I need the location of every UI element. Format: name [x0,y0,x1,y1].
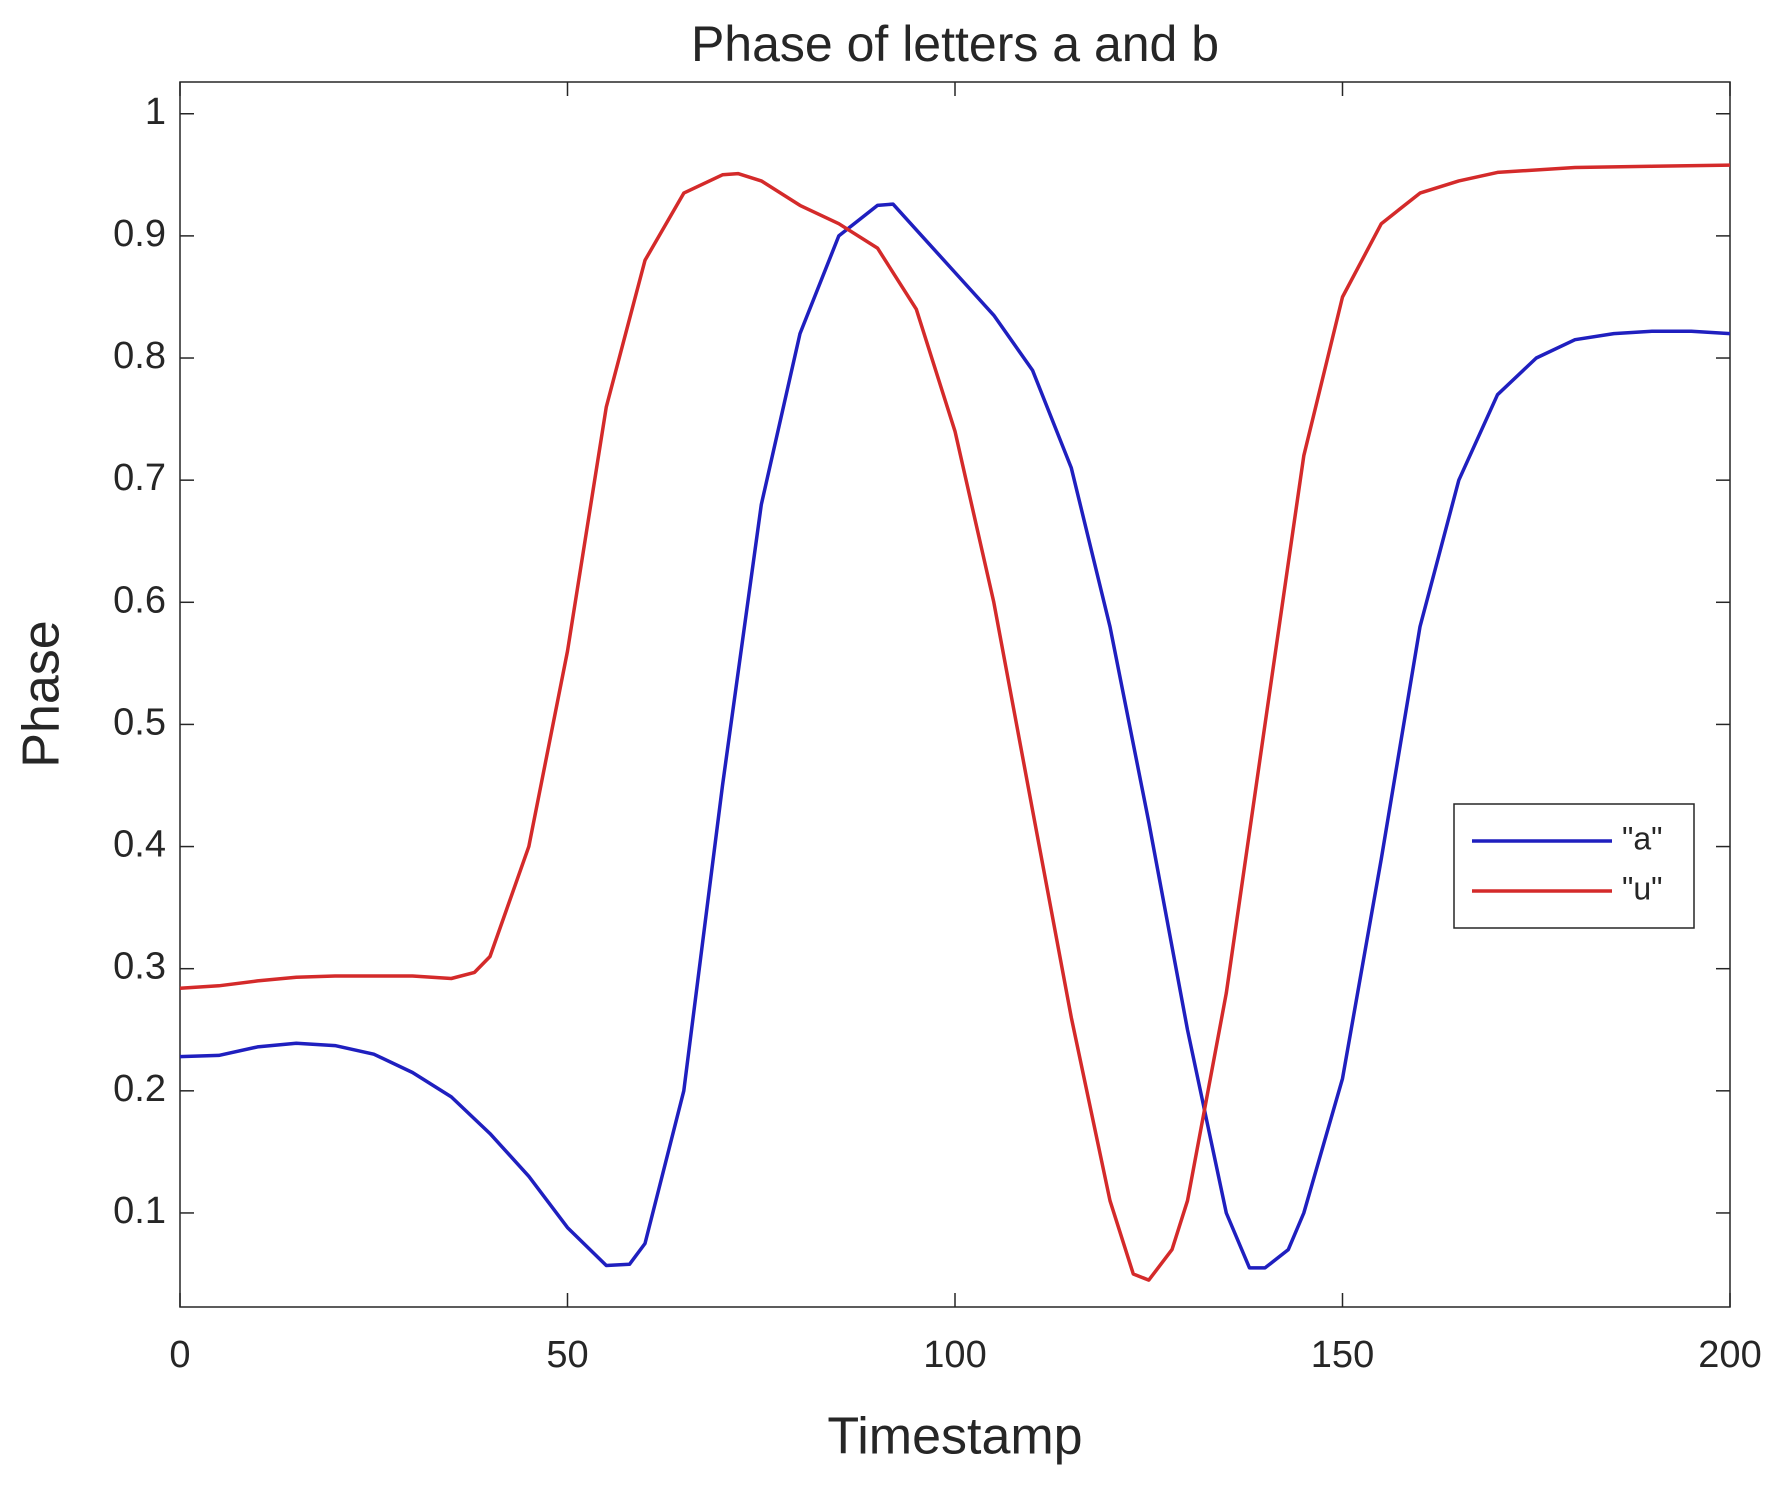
series-line [179,202,1731,1270]
legend-box [1453,803,1695,929]
legend-label: "u" [1622,870,1663,906]
x-tick-label: 150 [1311,1334,1374,1376]
y-tick-label: 0.5 [113,701,166,743]
x-tick-label: 50 [546,1334,588,1376]
y-tick-label: 0.3 [113,946,166,988]
y-tick-label: 0.1 [113,1190,166,1232]
y-tick-label: 0.4 [113,824,166,866]
y-tick-label: 1 [145,91,166,133]
x-tick-label: 0 [169,1334,190,1376]
x-tick-label: 200 [1698,1334,1761,1376]
y-tick-label: 0.6 [113,579,166,621]
y-tick-label: 0.9 [113,213,166,255]
chart-title: Phase of letters a and b [691,16,1219,72]
y-tick-label: 0.2 [113,1068,166,1110]
series-line [179,163,1731,1282]
y-axis-label: Phase [13,620,71,767]
x-tick-label: 100 [923,1334,986,1376]
x-axis-label: Timestamp [827,1408,1082,1466]
legend-label: "a" [1622,820,1663,856]
plot-frame [179,81,1731,1308]
y-tick-label: 0.7 [113,457,166,499]
y-tick-label: 0.8 [113,335,166,377]
